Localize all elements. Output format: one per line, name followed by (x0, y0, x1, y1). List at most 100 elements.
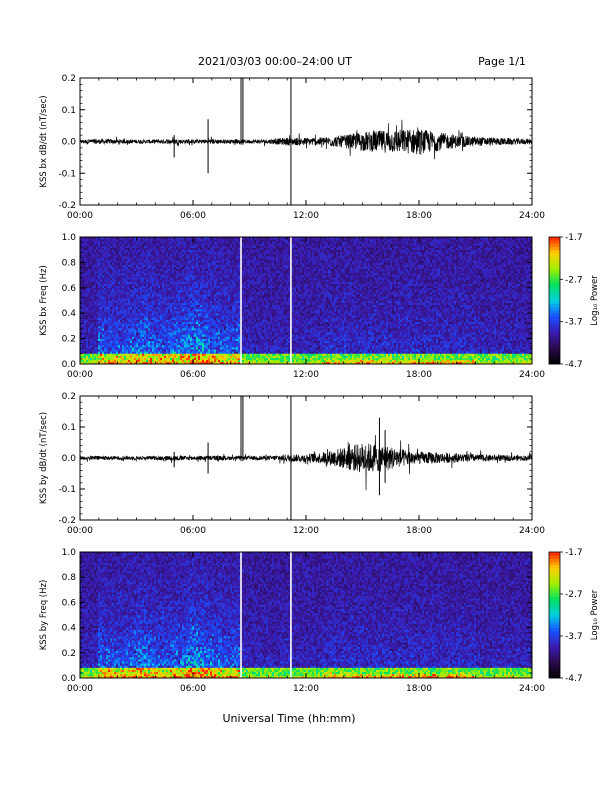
spectrogram-cell (98, 269, 100, 271)
spectrogram-cell (110, 339, 112, 341)
spectrogram-cell (106, 353, 108, 355)
spectrogram-cell (86, 284, 88, 286)
spectrogram-cell (126, 339, 128, 341)
spectrogram-cell (86, 303, 88, 305)
spectrogram-cell (88, 311, 90, 313)
spectrogram-cell (116, 298, 118, 300)
spectrogram-cell (108, 301, 110, 303)
spectrogram-cell (88, 292, 90, 294)
spectrogram-cell (112, 358, 114, 360)
spectrogram-cell (126, 341, 128, 343)
spectrogram-cell (98, 292, 100, 294)
spectrogram-cell (102, 292, 104, 294)
spectrogram-cell (120, 315, 122, 317)
spectrogram-cell (110, 267, 112, 269)
spectrogram-cell (92, 343, 94, 345)
spectrogram-cell (94, 307, 96, 309)
spectrogram-cell (118, 301, 120, 303)
spectrogram-cell (102, 341, 104, 343)
spectrogram-cell (124, 332, 126, 334)
spectrogram-cell (106, 250, 108, 252)
spectrogram-cell (90, 309, 92, 311)
spectrogram-cell (108, 294, 110, 296)
spectrogram-cell (90, 303, 92, 305)
spectrogram-cell (120, 243, 122, 245)
x-tick-label: 18:00 (406, 211, 432, 221)
spectrogram-cell (110, 303, 112, 305)
spectrogram-cell (118, 243, 120, 245)
spectrogram-cell (84, 267, 86, 269)
spectrogram-cell (90, 294, 92, 296)
spectrogram-cell (92, 262, 94, 264)
spectrogram-cell (90, 250, 92, 252)
spectrogram-cell (110, 281, 112, 283)
spectrogram-cell (118, 328, 120, 330)
spectrogram-cell (88, 309, 90, 311)
spectrogram-cell (102, 252, 104, 254)
spectrogram-cell (118, 311, 120, 313)
spectrogram-cell (102, 284, 104, 286)
spectrogram-cell (98, 317, 100, 319)
spectrogram-cell (106, 347, 108, 349)
spectrogram-cell (88, 262, 90, 264)
spectrogram-cell (92, 351, 94, 353)
spectrogram-cell (104, 307, 106, 309)
bx-dbdt-panel: 00:0006:0012:0018:0024:00-0.2-0.10.00.10… (39, 72, 545, 221)
spectrogram-cell (106, 309, 108, 311)
spectrogram-cell (100, 262, 102, 264)
spectrogram-cell (122, 250, 124, 252)
spectrogram-cell (104, 332, 106, 334)
spectrogram-cell (86, 298, 88, 300)
spectrogram-cell (84, 303, 86, 305)
spectrogram-cell (86, 248, 88, 250)
spectrogram-cell (104, 279, 106, 281)
spectrogram-cell (88, 284, 90, 286)
spectrogram-cell (126, 356, 128, 358)
spectrogram-cell (124, 356, 126, 358)
spectrogram-cell (90, 339, 92, 341)
spectrogram-cell (90, 336, 92, 338)
spectrogram-cell (98, 358, 100, 360)
spectrogram-cell (102, 243, 104, 245)
spectrogram-cell (120, 241, 122, 243)
spectrogram-cell (120, 277, 122, 279)
spectrogram-cell (116, 317, 118, 319)
spectrogram-cell (96, 260, 98, 262)
spectrogram-cell (92, 349, 94, 351)
spectrogram-cell (94, 315, 96, 317)
spectrogram-cell (90, 311, 92, 313)
spectrogram-cell (88, 305, 90, 307)
spectrogram-cell (82, 294, 84, 296)
spectrogram-cell (124, 326, 126, 328)
spectrogram-cell (116, 341, 118, 343)
spectrogram-cell (100, 275, 102, 277)
spectrogram-cell (94, 294, 96, 296)
spectrogram-cell (100, 298, 102, 300)
spectrogram-cell (104, 358, 106, 360)
spectrogram-cell (84, 324, 86, 326)
spectrogram-cell (92, 284, 94, 286)
spectrogram-cell (126, 258, 128, 260)
spectrogram-cell (124, 322, 126, 324)
spectrogram-cell (118, 245, 120, 247)
spectrogram-cell (108, 258, 110, 260)
spectrogram-cell (100, 286, 102, 288)
spectrogram-cell (96, 281, 98, 283)
spectrogram-cell (96, 330, 98, 332)
spectrogram-cell (88, 332, 90, 334)
spectrogram-cell (112, 339, 114, 341)
spectrogram-cell (112, 260, 114, 262)
spectrogram-cell (84, 275, 86, 277)
spectrogram-cell (102, 250, 104, 252)
spectrogram-cell (96, 360, 98, 362)
spectrogram-cell (122, 303, 124, 305)
spectrogram-cell (96, 358, 98, 360)
spectrogram-cell (114, 303, 116, 305)
spectrogram-cell (114, 351, 116, 353)
spectrogram-cell (116, 315, 118, 317)
spectrogram-cell (100, 254, 102, 256)
spectrogram-cell (108, 332, 110, 334)
spectrogram-cell (122, 360, 124, 362)
spectrogram-cell (100, 307, 102, 309)
spectrogram-cell (106, 339, 108, 341)
